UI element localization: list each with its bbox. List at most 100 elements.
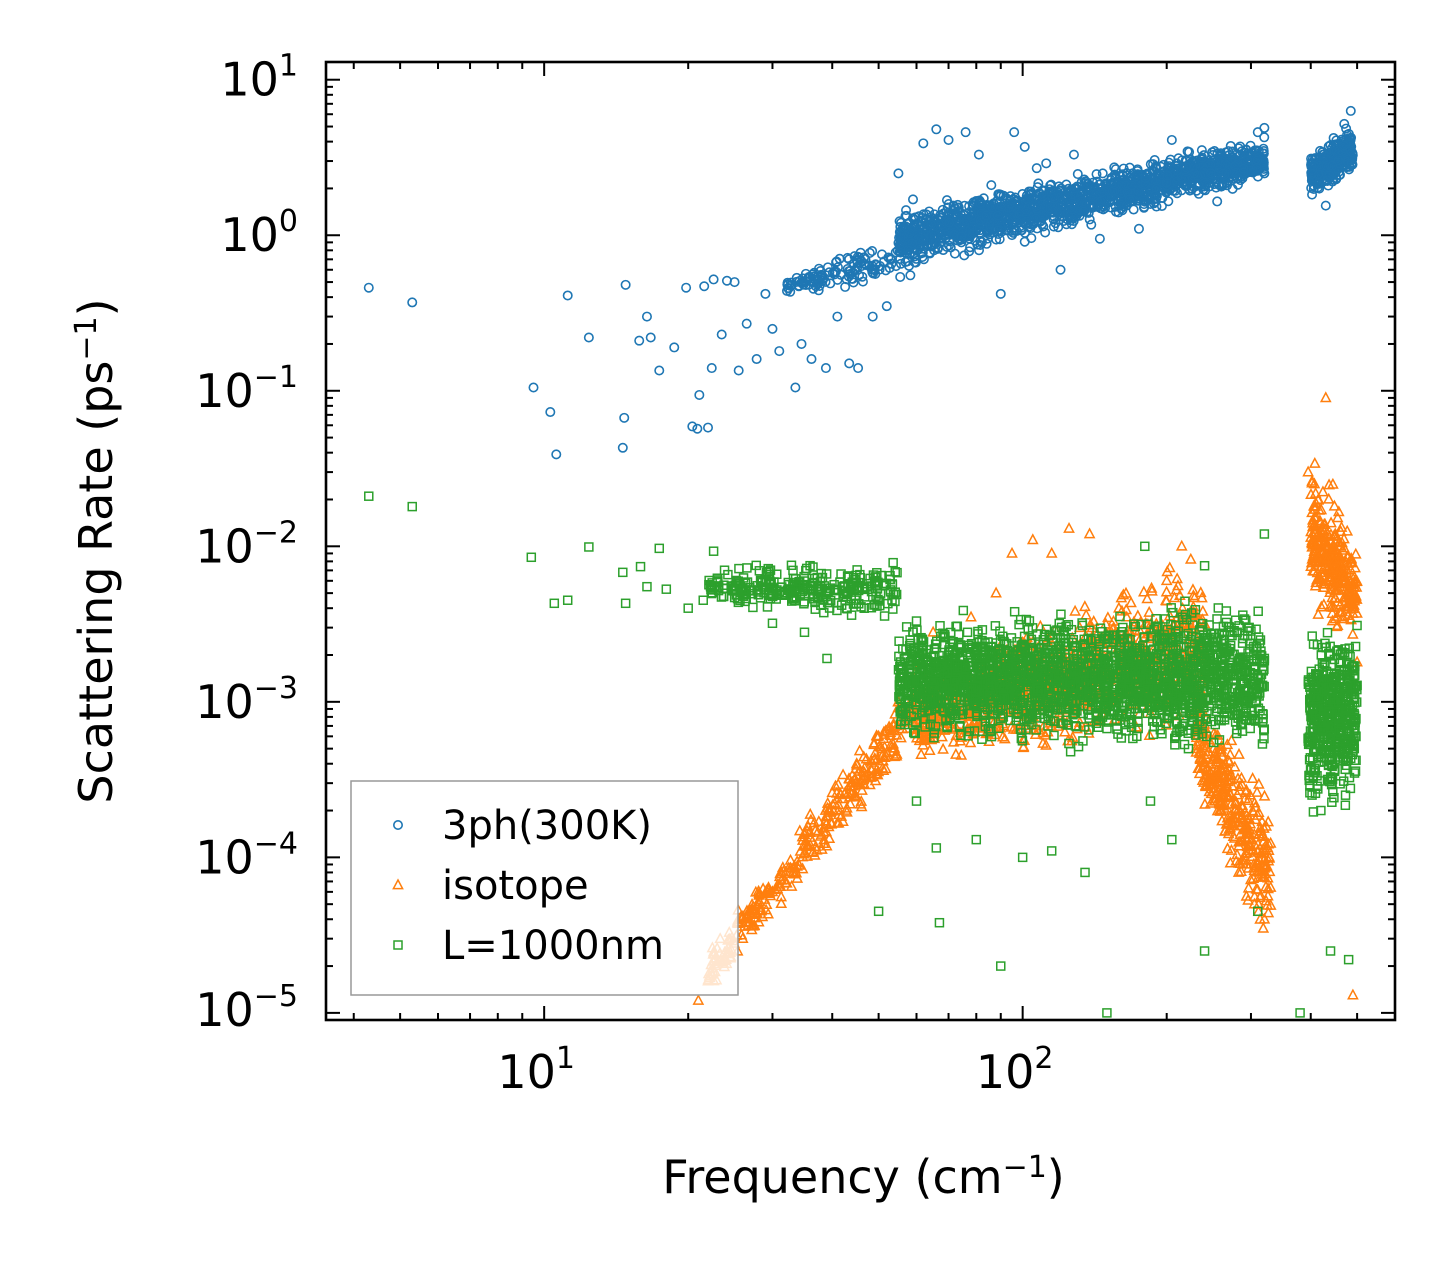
data-point-circle bbox=[1008, 218, 1019, 229]
data-point-circle bbox=[1151, 201, 1162, 212]
data-point-triangle bbox=[927, 625, 939, 637]
data-point-circle bbox=[562, 290, 573, 301]
data-point-square bbox=[1017, 852, 1028, 863]
data-point-circle bbox=[1118, 170, 1129, 181]
data-point-circle bbox=[853, 363, 864, 374]
data-point-circle bbox=[959, 250, 970, 261]
data-point-circle bbox=[1307, 189, 1318, 200]
data-point-circle bbox=[926, 219, 937, 230]
data-point-square bbox=[661, 584, 672, 594]
data-point-circle bbox=[1151, 175, 1162, 186]
data-point-circle bbox=[1259, 132, 1270, 143]
data-point-triangle bbox=[1175, 539, 1188, 551]
data-point-triangle bbox=[868, 738, 880, 750]
data-point-square bbox=[1199, 560, 1210, 571]
data-point-circle bbox=[1058, 216, 1069, 227]
data-point-circle bbox=[1019, 141, 1030, 152]
data-point-circle bbox=[895, 232, 906, 243]
data-point-circle bbox=[1088, 177, 1099, 188]
data-point-circle bbox=[949, 229, 960, 240]
data-point-square bbox=[873, 906, 884, 917]
data-point-circle bbox=[966, 211, 977, 222]
data-point-square bbox=[971, 834, 982, 845]
data-point-square bbox=[1325, 946, 1336, 956]
data-point-square bbox=[1167, 834, 1177, 845]
data-point-circle bbox=[669, 342, 680, 353]
data-point-square bbox=[526, 552, 537, 563]
data-point-circle bbox=[1258, 163, 1269, 174]
data-point-circle bbox=[1212, 196, 1223, 207]
data-point-triangle bbox=[1160, 585, 1173, 597]
data-point-circle bbox=[1315, 145, 1326, 156]
data-point-circle bbox=[1139, 202, 1150, 213]
data-point-circle bbox=[1149, 155, 1160, 166]
data-point-circle bbox=[1081, 199, 1092, 210]
data-point-circle bbox=[866, 264, 877, 275]
data-point-circle bbox=[1047, 201, 1058, 212]
data-point-circle bbox=[551, 449, 562, 460]
data-point-square bbox=[620, 598, 631, 609]
data-point-circle bbox=[832, 274, 843, 285]
data-point-square bbox=[549, 598, 560, 609]
data-point-circle bbox=[1345, 105, 1356, 116]
data-point-triangle bbox=[793, 824, 806, 836]
data-point-circle bbox=[854, 252, 865, 263]
data-point-circle bbox=[893, 168, 904, 179]
data-point-square bbox=[635, 561, 646, 572]
data-point-circle bbox=[1200, 185, 1211, 196]
data-point-circle bbox=[1116, 199, 1127, 210]
data-point-circle bbox=[1196, 145, 1207, 156]
data-point-circle bbox=[751, 354, 762, 365]
data-point-circle bbox=[1171, 158, 1182, 169]
data-point-triangle bbox=[1233, 747, 1245, 759]
data-point-circle bbox=[1035, 215, 1046, 226]
data-point-triangle bbox=[1308, 456, 1321, 468]
data-point-circle bbox=[1026, 213, 1037, 224]
data-point-square bbox=[911, 796, 922, 806]
data-point-circle bbox=[1337, 145, 1348, 156]
data-point-square bbox=[762, 602, 773, 612]
data-point-circle bbox=[996, 201, 1007, 212]
data-point-circle bbox=[1072, 169, 1083, 180]
data-point-circle bbox=[972, 239, 983, 250]
data-point-square bbox=[1199, 946, 1210, 956]
data-point-triangle bbox=[1083, 527, 1096, 539]
data-point-circle bbox=[1229, 161, 1240, 172]
data-point-circle bbox=[1194, 158, 1205, 169]
data-point-circle bbox=[968, 227, 979, 238]
data-point-square bbox=[1295, 1008, 1305, 1018]
data-point-square bbox=[767, 618, 778, 629]
data-point-square bbox=[1080, 867, 1090, 878]
data-point-circle bbox=[1161, 177, 1172, 188]
data-point-circle bbox=[1338, 140, 1349, 151]
data-point-square bbox=[407, 501, 417, 512]
data-point-circle bbox=[995, 288, 1006, 299]
data-point-triangle bbox=[692, 993, 705, 1005]
data-point-circle bbox=[1321, 160, 1332, 171]
data-point-circle bbox=[1009, 127, 1020, 138]
data-point-circle bbox=[1047, 192, 1058, 203]
data-point-circle bbox=[687, 421, 698, 432]
data-point-circle bbox=[767, 323, 778, 334]
data-point-circle bbox=[1228, 173, 1239, 184]
data-point-square bbox=[562, 595, 573, 605]
data-point-circle bbox=[1238, 167, 1249, 178]
data-point-circle bbox=[1257, 157, 1268, 168]
data-point-circle bbox=[960, 127, 971, 138]
data-point-circle bbox=[1118, 163, 1129, 174]
data-point-square bbox=[654, 543, 665, 554]
data-point-square bbox=[1145, 796, 1156, 806]
data-point-circle bbox=[951, 212, 962, 223]
data-point-triangle bbox=[1246, 772, 1259, 783]
data-point-circle bbox=[1155, 174, 1166, 185]
data-point-circle bbox=[1067, 204, 1078, 215]
data-point-circle bbox=[831, 256, 842, 267]
data-point-circle bbox=[848, 277, 859, 288]
data-point-circle bbox=[981, 221, 992, 232]
data-point-circle bbox=[1306, 183, 1317, 194]
data-point-circle bbox=[918, 138, 929, 149]
data-point-circle bbox=[1109, 162, 1120, 173]
data-point-circle bbox=[917, 212, 928, 223]
data-point-circle bbox=[785, 280, 796, 291]
data-point-circle bbox=[1341, 123, 1352, 134]
